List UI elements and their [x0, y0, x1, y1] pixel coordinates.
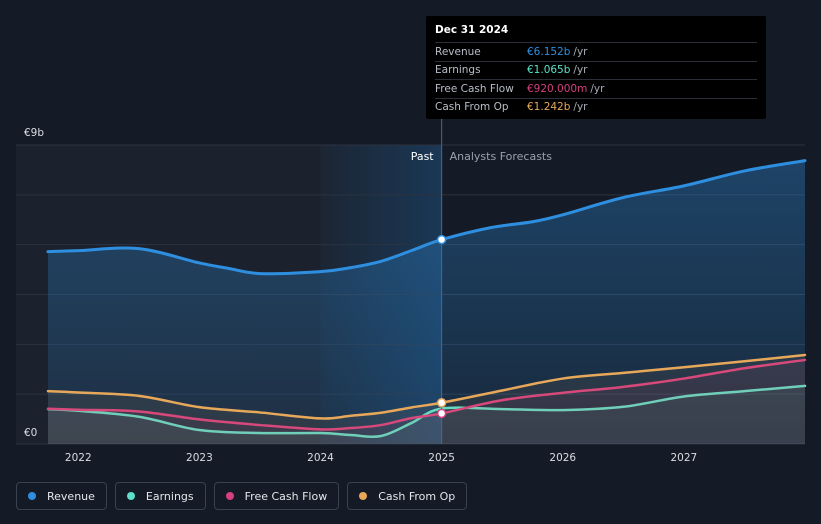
series-line-revenue: [46, 159, 807, 276]
tooltip-unit: /yr: [573, 64, 588, 77]
tooltip-unit: /yr: [573, 101, 588, 114]
legend-item-earnings[interactable]: Earnings: [114, 482, 206, 510]
legend-item-free-cash-flow[interactable]: Free Cash Flow: [213, 482, 340, 510]
tooltip-label: Earnings: [435, 64, 481, 77]
x-axis-tick-label: 2023: [186, 452, 213, 464]
tooltip-value: €1.065b: [527, 64, 571, 77]
past-label: Past: [411, 150, 435, 163]
tooltip-unit: /yr: [573, 45, 588, 58]
legend: Revenue Earnings Free Cash Flow Cash Fro…: [16, 482, 468, 510]
tooltip-row-free-cash-flow: Free Cash Flow €920.000m /yr: [435, 79, 757, 98]
tooltip: Dec 31 2024 Revenue €6.152b /yr Earnings…: [426, 16, 766, 119]
marker-cash-from-op: [436, 397, 447, 408]
y-axis-label-max: €9b: [24, 127, 44, 139]
legend-item-cash-from-op[interactable]: Cash From Op: [347, 482, 468, 510]
legend-label: Cash From Op: [378, 489, 456, 503]
tooltip-value: €1.242b: [527, 101, 571, 114]
tooltip-unit: /yr: [590, 82, 605, 95]
tooltip-label: Revenue: [435, 45, 481, 58]
x-axis-tick-label: 2026: [549, 452, 576, 464]
tooltip-value: €920.000m: [527, 82, 588, 95]
tooltip-label: Cash From Op: [435, 101, 509, 114]
tooltip-label: Free Cash Flow: [435, 82, 514, 95]
legend-dot-icon: [225, 492, 234, 500]
series-area-free-cash-flow: [48, 359, 805, 444]
y-axis-label-min: €0: [24, 427, 37, 439]
tooltip-row-earnings: Earnings €1.065b /yr: [435, 60, 757, 80]
tooltip-value: €6.152b: [527, 45, 571, 58]
x-axis-tick-label: 2024: [307, 452, 334, 464]
x-axis-tick-label: 2022: [65, 452, 92, 464]
legend-label: Revenue: [47, 489, 95, 503]
series-line-free-cash-flow: [46, 358, 807, 431]
x-axis-tick-label: 2025: [428, 452, 455, 464]
marker-revenue: [436, 234, 447, 245]
legend-dot-icon: [28, 492, 36, 500]
legend-label: Free Cash Flow: [244, 489, 328, 503]
legend-dot-icon: [126, 492, 135, 500]
series-line-earnings: [46, 384, 807, 439]
legend-label: Earnings: [145, 489, 194, 503]
x-axis-tick-label: 2027: [671, 452, 698, 464]
legend-item-revenue[interactable]: Revenue: [16, 482, 107, 510]
tooltip-date: Dec 31 2024: [435, 24, 509, 36]
forecast-label: Analysts Forecasts: [450, 150, 553, 163]
series-line-cash-from-op: [46, 353, 807, 420]
tooltip-row-revenue: Revenue €6.152b /yr: [435, 42, 757, 61]
series-area-cash-from-op: [48, 354, 805, 444]
tooltip-row-cash-from-op: Cash From Op €1.242b /yr: [435, 97, 757, 117]
legend-dot-icon: [359, 492, 368, 500]
marker-free-cash-flow: [436, 408, 447, 419]
